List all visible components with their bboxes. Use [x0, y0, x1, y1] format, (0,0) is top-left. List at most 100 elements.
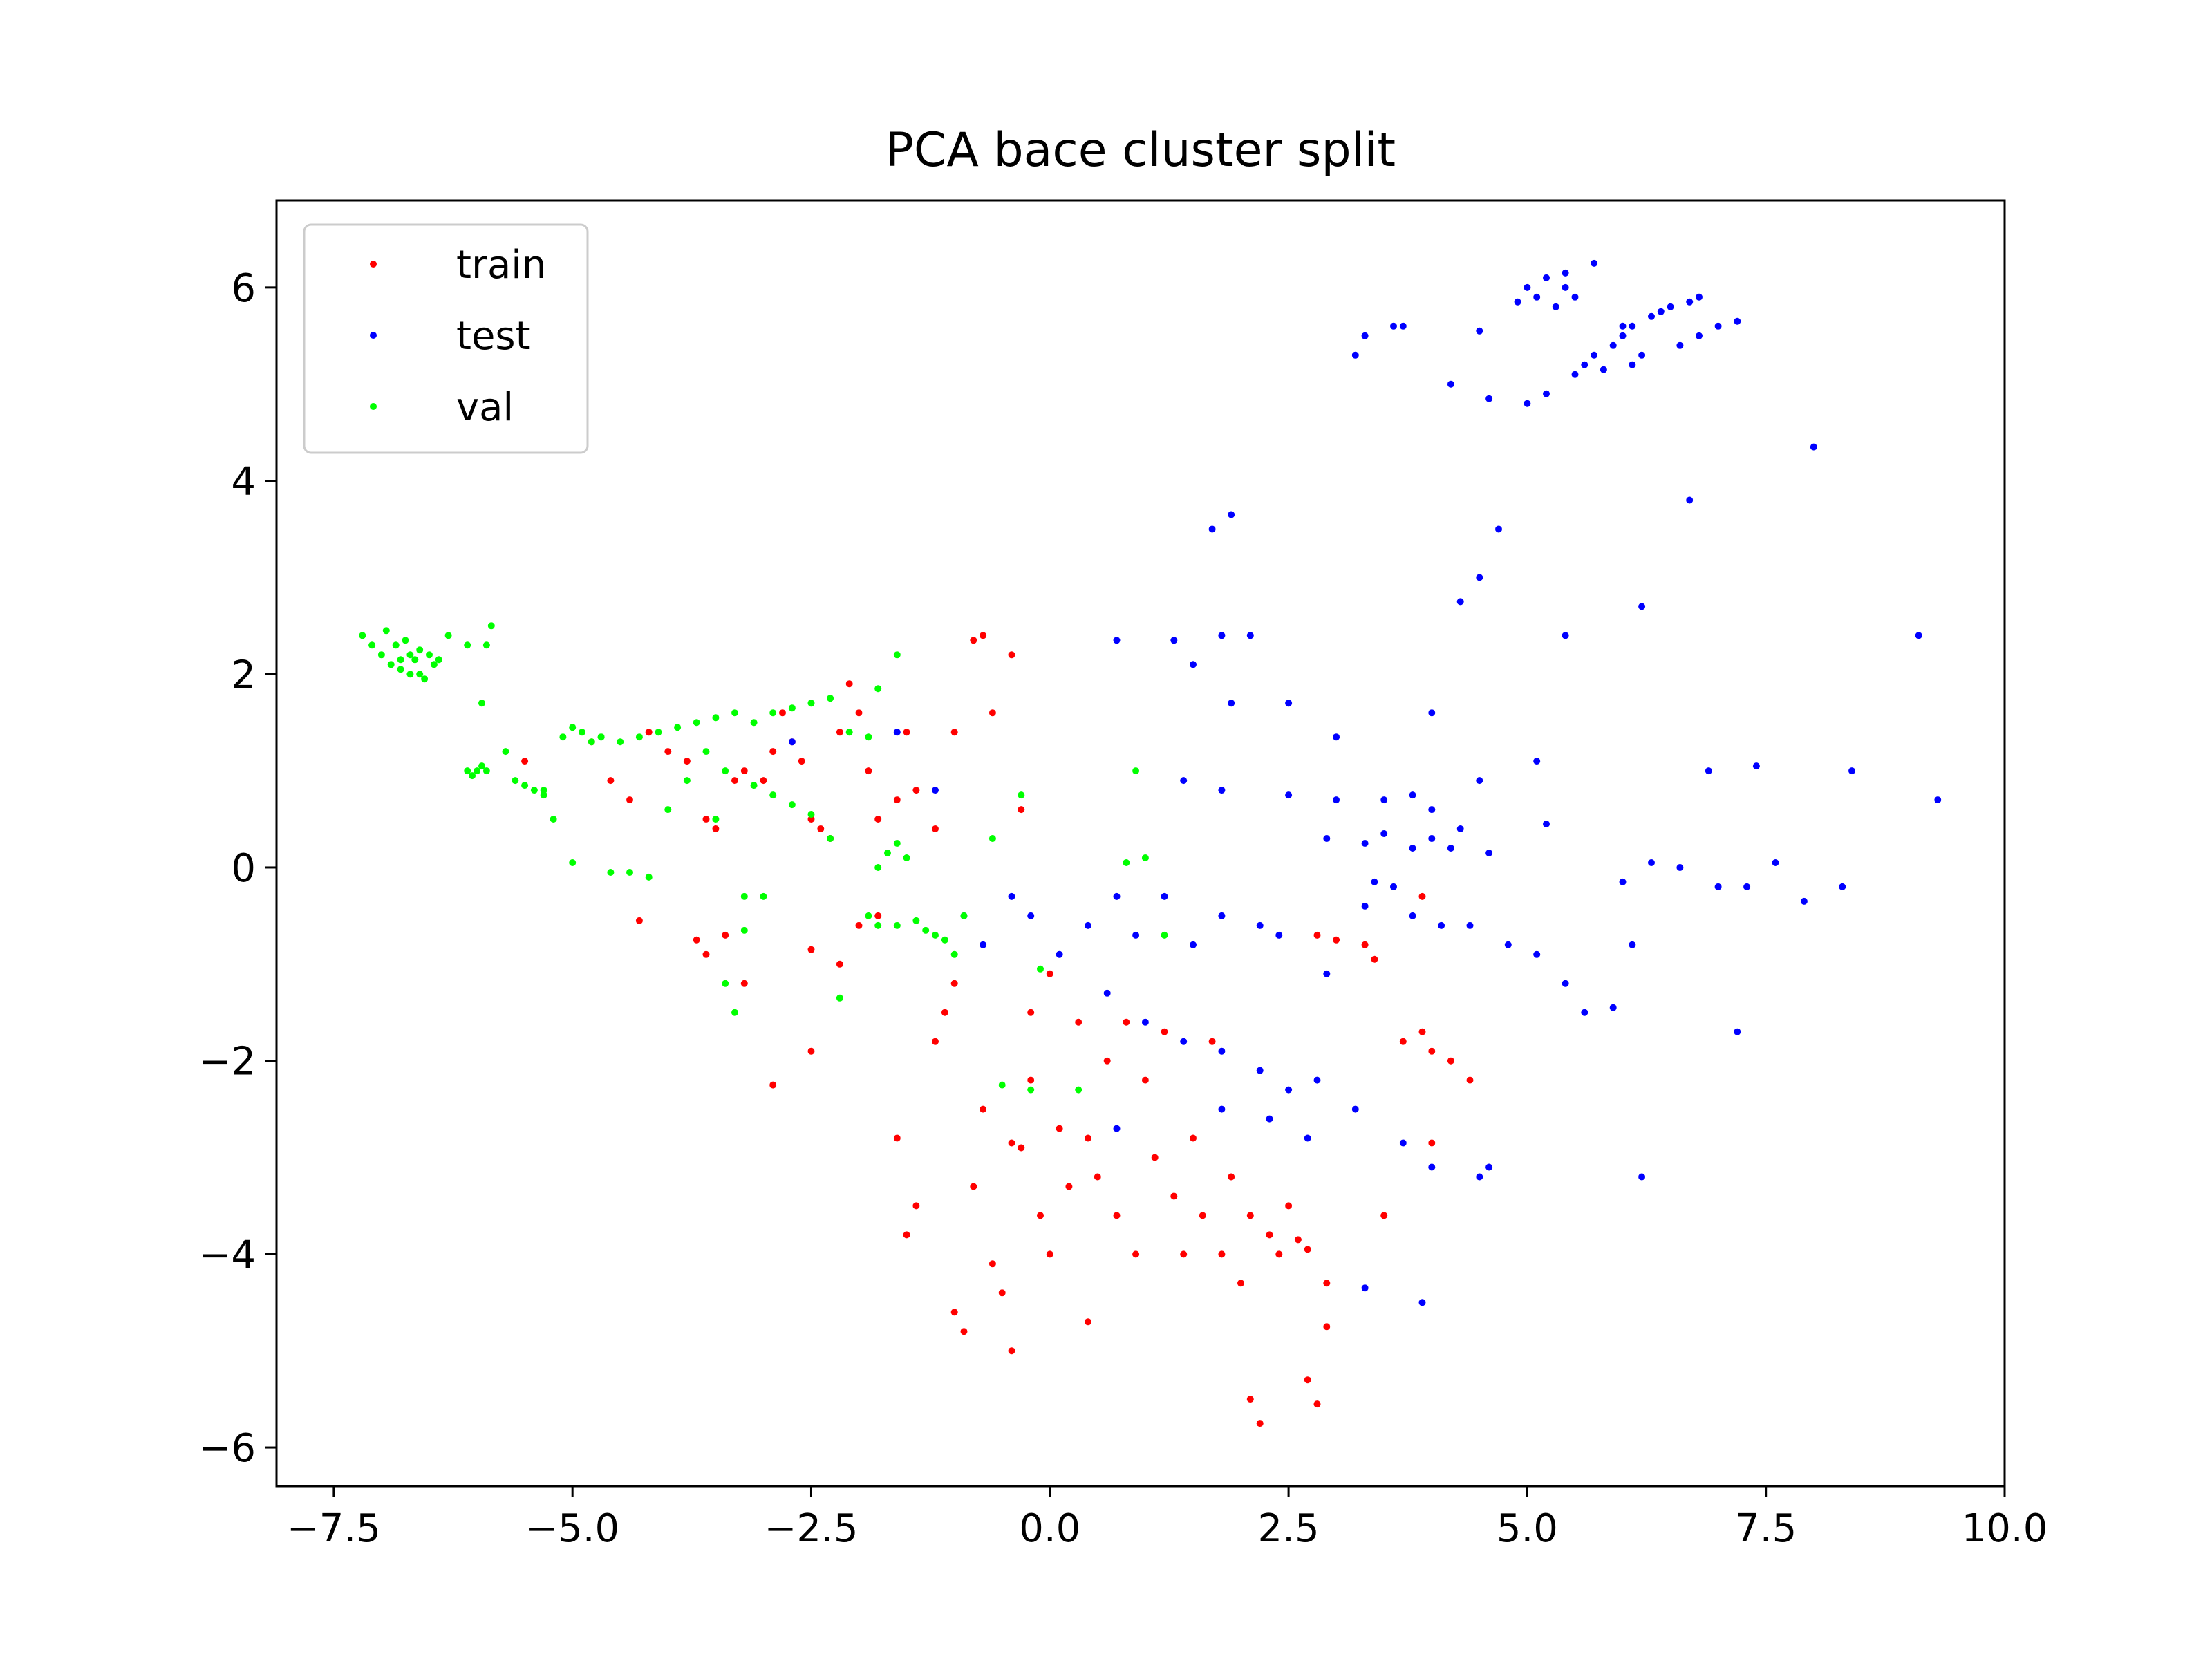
- point-train: [903, 1231, 910, 1239]
- point-test: [1141, 1018, 1149, 1026]
- point-test: [1351, 1105, 1359, 1113]
- point-val: [645, 873, 653, 881]
- point-train: [1199, 1212, 1206, 1219]
- point-val: [865, 912, 872, 919]
- point-test: [1161, 892, 1168, 900]
- point-train: [1228, 1173, 1235, 1181]
- point-test: [1428, 1163, 1436, 1171]
- point-val: [874, 864, 882, 871]
- point-test: [1629, 322, 1636, 330]
- y-tick-label: 6: [231, 266, 256, 311]
- point-train: [1304, 1246, 1311, 1253]
- point-test: [1333, 796, 1340, 804]
- point-train: [1046, 970, 1053, 977]
- point-train: [950, 980, 958, 987]
- point-val: [836, 994, 843, 1002]
- point-train: [1151, 1154, 1159, 1161]
- x-tick-label: 5.0: [1497, 1506, 1558, 1551]
- point-train: [645, 729, 653, 736]
- y-tick-label: −6: [198, 1426, 256, 1471]
- point-val: [807, 811, 815, 818]
- point-train: [1466, 1076, 1474, 1084]
- point-test: [1456, 825, 1464, 832]
- point-train: [970, 1183, 977, 1190]
- point-val: [769, 791, 777, 799]
- point-test: [1323, 835, 1331, 842]
- point-train: [912, 787, 920, 794]
- point-train: [1246, 1212, 1254, 1219]
- legend: train test val: [303, 223, 589, 454]
- point-val: [712, 714, 720, 722]
- point-test: [1428, 709, 1436, 717]
- point-val: [893, 921, 901, 929]
- point-val: [674, 724, 682, 731]
- point-test: [1180, 777, 1188, 785]
- x-tick-label: 10.0: [1962, 1506, 2048, 1551]
- point-test: [1371, 878, 1378, 885]
- point-train: [1027, 1009, 1035, 1016]
- point-test: [1361, 1284, 1369, 1292]
- point-test: [1113, 637, 1121, 644]
- point-val: [988, 835, 996, 842]
- point-test: [1524, 283, 1531, 291]
- point-train: [731, 777, 738, 785]
- point-test: [1638, 603, 1646, 610]
- point-test: [1485, 850, 1493, 856]
- point-val: [359, 632, 366, 639]
- point-test: [1562, 632, 1569, 639]
- point-val: [750, 719, 758, 727]
- point-train: [1447, 1057, 1454, 1065]
- point-test: [1456, 598, 1464, 606]
- point-test: [1438, 921, 1445, 929]
- point-test: [1476, 574, 1483, 581]
- point-test: [1543, 274, 1550, 281]
- point-val: [827, 695, 834, 702]
- point-train: [1180, 1250, 1188, 1258]
- point-train: [693, 936, 700, 944]
- point-val: [406, 651, 414, 659]
- point-val: [702, 748, 710, 756]
- y-tick-label: 2: [231, 653, 256, 697]
- point-val: [950, 950, 958, 958]
- point-test: [1629, 361, 1636, 368]
- point-test: [1285, 1086, 1293, 1094]
- point-val: [464, 641, 471, 649]
- point-train: [988, 709, 996, 717]
- point-test: [1543, 390, 1550, 397]
- point-test: [1447, 380, 1454, 388]
- point-train: [1170, 1192, 1178, 1200]
- point-train: [1065, 1183, 1073, 1190]
- x-tick-label: 7.5: [1735, 1506, 1797, 1551]
- point-val: [865, 733, 872, 741]
- point-test: [1533, 950, 1541, 958]
- point-test: [1533, 758, 1541, 765]
- point-val: [530, 787, 538, 794]
- point-train: [1285, 1202, 1293, 1210]
- point-train: [740, 980, 748, 987]
- point-test: [1485, 1163, 1493, 1171]
- point-test: [1190, 661, 1197, 668]
- point-val: [521, 782, 529, 789]
- point-test: [1676, 864, 1684, 871]
- point-train: [1428, 1139, 1436, 1147]
- point-test: [1390, 883, 1397, 890]
- point-train: [865, 767, 872, 775]
- point-test: [1218, 912, 1226, 919]
- point-train: [970, 637, 977, 644]
- point-train: [626, 796, 633, 804]
- point-val: [368, 641, 376, 649]
- point-train: [845, 680, 853, 688]
- point-test: [1113, 892, 1121, 900]
- y-tick-label: 4: [231, 460, 256, 505]
- point-val: [579, 729, 585, 736]
- point-train: [1132, 1250, 1140, 1258]
- point-test: [1714, 322, 1722, 330]
- point-val: [807, 700, 815, 707]
- point-test: [1218, 632, 1226, 639]
- point-test: [1485, 395, 1493, 402]
- point-test: [1609, 341, 1617, 349]
- point-test: [1839, 883, 1846, 890]
- y-axis-ticks: −6 −4 −2 0 2 4 6: [198, 266, 276, 1471]
- point-train: [769, 748, 777, 756]
- point-train: [664, 748, 672, 756]
